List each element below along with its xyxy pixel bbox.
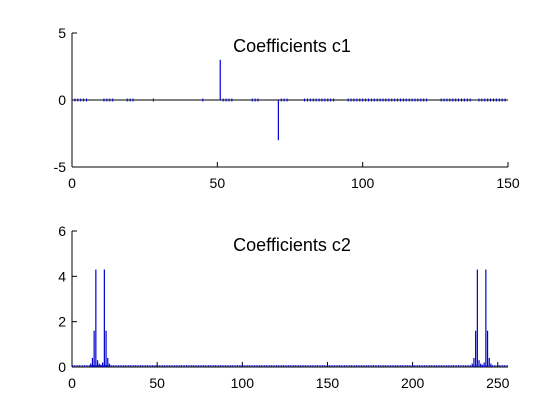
x-tick-label: 150 bbox=[496, 175, 520, 191]
x-tick-label: 100 bbox=[351, 175, 375, 191]
y-tick-label: 2 bbox=[58, 314, 66, 330]
y-tick-label: 0 bbox=[58, 92, 66, 108]
y-tick-label: 5 bbox=[58, 25, 66, 41]
x-tick-label: 0 bbox=[68, 375, 76, 391]
y-tick-label: 6 bbox=[58, 223, 66, 239]
x-tick-label: 150 bbox=[316, 375, 340, 391]
chart-c2: Coefficients c2 0 2 4 6 0 50 100 150 200 250 bbox=[58, 223, 509, 391]
x-tick-label: 50 bbox=[149, 375, 165, 391]
chart-title-c1: Coefficients c1 bbox=[233, 36, 351, 56]
x-tick-label: 200 bbox=[401, 375, 425, 391]
y-tick-label: 4 bbox=[58, 268, 66, 284]
x-tick-label: 0 bbox=[68, 175, 76, 191]
x-tick-label: 100 bbox=[231, 375, 255, 391]
y-tick-label: 0 bbox=[58, 359, 66, 375]
x-tick-label: 250 bbox=[486, 375, 510, 391]
chart-title-c2: Coefficients c2 bbox=[233, 235, 351, 255]
x-tick-label: 50 bbox=[210, 175, 226, 191]
y-tick-label: -5 bbox=[54, 159, 67, 175]
